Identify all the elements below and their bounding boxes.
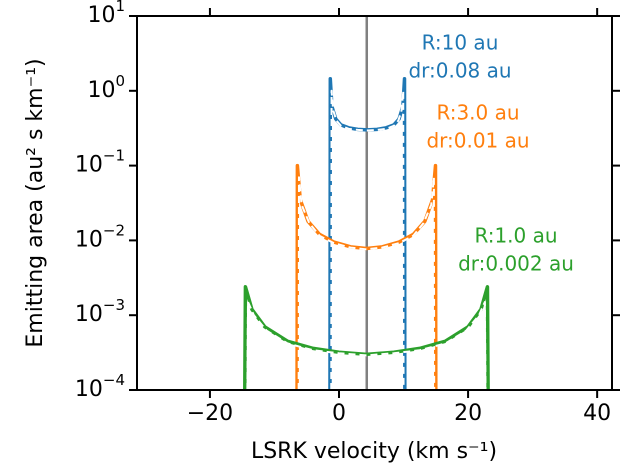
annotation: R:10 au [422,31,499,55]
dashed-line [246,301,487,390]
y-tick-label: 10−1 [75,146,125,178]
y-axis-label: Emitting area (au² s km⁻¹) [23,58,48,347]
y-tick-label: 10−3 [75,296,125,328]
x-axis-label: LSRK velocity (km s⁻¹) [251,439,497,464]
annotation: R:1.0 au [474,224,557,248]
y-tick-label: 10−4 [75,371,125,403]
annotation: dr:0.08 au [408,59,511,83]
x-tick-label: −20 [187,401,233,426]
dashed-line [330,89,405,390]
annotation: dr:0.002 au [458,252,574,276]
annotation: dr:0.01 au [426,129,529,153]
line [243,285,490,390]
y-tick-label: 100 [87,71,125,103]
plot-area [243,16,490,390]
x-tick-label: 0 [332,401,346,426]
y-tick-label: 10−2 [75,221,125,253]
y-tick-label: 101 [87,0,125,28]
plot-frame [136,15,613,391]
annotation: R:3.0 au [436,101,519,125]
x-tick-label: 20 [454,401,482,426]
dashed-line [297,176,436,390]
x-tick-label: 40 [583,401,611,426]
